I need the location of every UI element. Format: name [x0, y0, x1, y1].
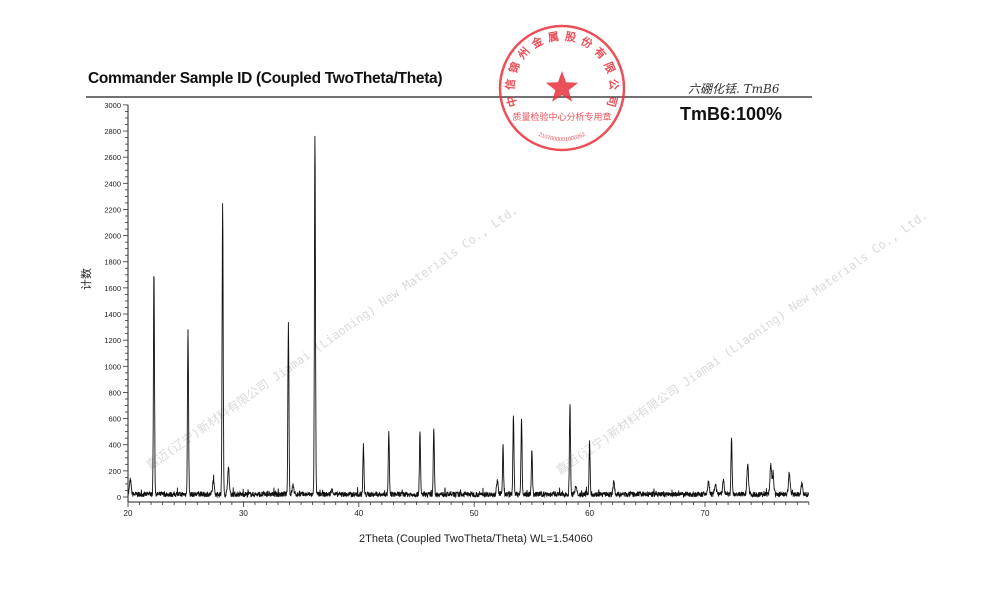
y-tick-label: 400 — [108, 441, 121, 450]
y-tick-label: 2000 — [104, 232, 121, 241]
watermark: 嘉迈(辽宁)新材料有限公司 Jiamai (Liaoning) New Mate… — [143, 202, 520, 472]
x-tick-label: 50 — [470, 509, 479, 518]
seal-outer-char: 公 — [607, 78, 621, 90]
y-tick-label: 800 — [108, 388, 121, 397]
seal-number: 2107000001000262 — [537, 132, 586, 143]
handwritten-annotation: 六硼化铥. TmB6 — [688, 82, 780, 96]
y-axis-label: 计数 — [81, 268, 93, 290]
seal-ring — [498, 24, 626, 152]
seal-outer-char: 锦 — [506, 60, 523, 76]
seal-inner-text: 质量检验中心分析专用章 — [512, 111, 611, 122]
x-tick-label: 40 — [354, 509, 363, 518]
y-tick-label: 3000 — [104, 101, 121, 110]
y-tick-label: 1400 — [104, 310, 121, 319]
y-tick-label: 2200 — [104, 205, 121, 214]
y-tick-label: 1200 — [104, 336, 121, 345]
seal-outer-char: 司 — [604, 94, 619, 108]
seal-outer-char: 信 — [503, 78, 518, 90]
seal-star-icon — [545, 71, 579, 102]
seal-outer-char: 有 — [592, 44, 610, 62]
y-tick-label: 600 — [108, 415, 121, 424]
x-tick-label: 20 — [124, 509, 133, 518]
y-tick-label: 200 — [108, 467, 121, 476]
y-tick-label: 2400 — [104, 179, 121, 188]
y-tick-label: 0 — [117, 493, 121, 502]
y-tick-label: 1600 — [104, 284, 121, 293]
chart-title: Commander Sample ID (Coupled TwoTheta/Th… — [88, 70, 443, 87]
peak-markers — [130, 140, 802, 492]
y-tick-label: 1800 — [104, 258, 121, 267]
x-tick-label: 70 — [701, 509, 710, 518]
seal-outer-char: 股 — [564, 30, 578, 45]
phase-annotation: TmB6:100% — [680, 104, 783, 124]
x-tick-label: 60 — [585, 509, 594, 518]
seal-outer-char: 限 — [601, 60, 618, 76]
y-tick-label: 2800 — [104, 127, 121, 136]
official-seal: 中信锦州金属股份有限公司质量检验中心分析专用章2107000001000262 — [498, 24, 626, 152]
y-tick-label: 1000 — [104, 362, 121, 371]
seal-outer-char: 中 — [504, 94, 520, 108]
y-tick-label: 2600 — [104, 153, 121, 162]
x-axis-label: 2Theta (Coupled TwoTheta/Theta) WL=1.540… — [359, 533, 593, 545]
watermark: 嘉迈(辽宁)新材料有限公司 Jiamai (Liaoning) New Mate… — [553, 207, 930, 477]
x-tick-label: 30 — [239, 509, 248, 518]
seal-outer-char: 州 — [515, 45, 533, 63]
seal-outer-char: 属 — [547, 30, 560, 45]
diffraction-pattern — [127, 135, 810, 499]
seal-outer-char: 份 — [579, 34, 596, 52]
